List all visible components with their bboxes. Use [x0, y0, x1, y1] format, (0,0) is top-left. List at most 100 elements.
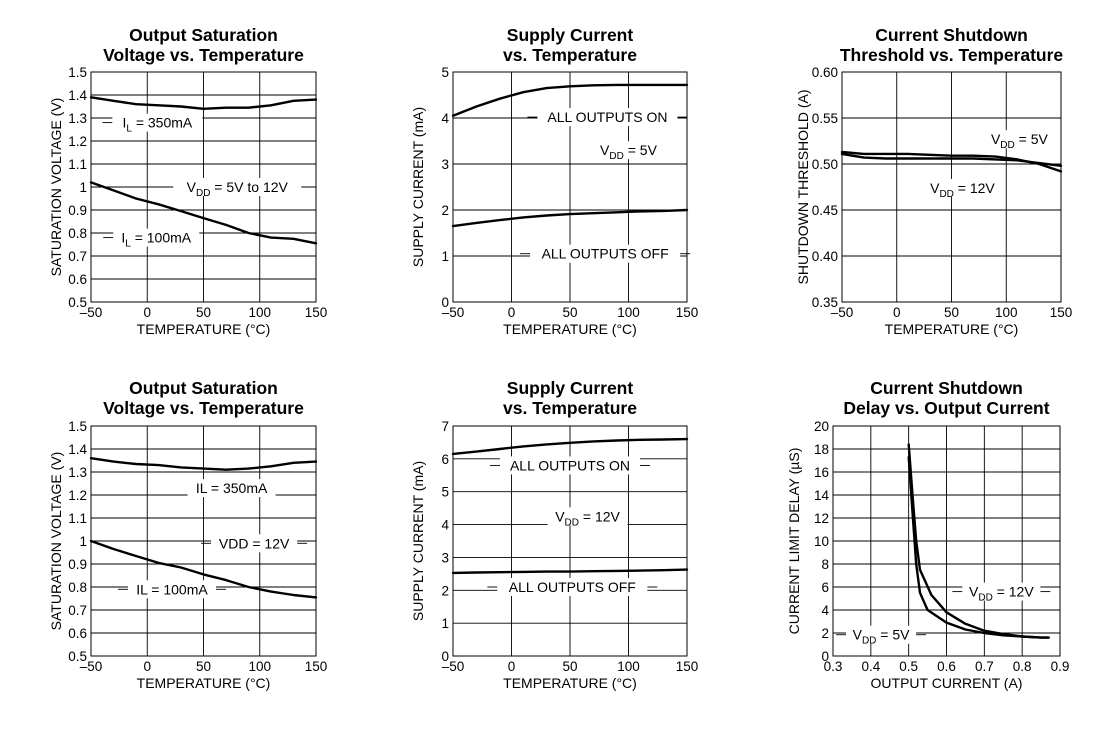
x-axis-label: OUTPUT CURRENT (A) [871, 675, 1023, 691]
annotation-bg [173, 178, 302, 196]
y-tick-label: 16 [814, 465, 829, 480]
x-tick-label: –50 [442, 659, 465, 674]
annotation-bg [983, 130, 1056, 149]
series-line-1 [89, 96, 318, 110]
y-tick-label: 0.7 [68, 249, 87, 264]
y-tick-label: 0.7 [68, 603, 87, 618]
x-tick-label: 100 [617, 659, 640, 674]
chart-title-line: Supply Current [507, 25, 634, 45]
y-tick-label: 20 [814, 419, 829, 434]
y-tick-label: 4 [821, 603, 829, 618]
y-axis-label: SHUTDOWN THRESHOLD (A) [795, 90, 811, 285]
x-tick-label: 0.3 [824, 659, 843, 674]
x-tick-label: 50 [196, 659, 211, 674]
x-tick-label: 100 [617, 305, 640, 320]
y-tick-label: 1 [79, 180, 87, 195]
annotation-bg [113, 228, 200, 247]
annotation-label: VDD = 5V [600, 142, 658, 162]
annotation-label: VDD = 12V [969, 584, 1034, 604]
y-tick-label: 3 [441, 550, 449, 565]
annotation-bg [593, 141, 664, 160]
chart-title-line: vs. Temperature [503, 398, 637, 418]
annotation-label: ALL OUTPUTS ON [547, 109, 667, 125]
y-axis-label: CURRENT LIMIT DELAY (µS) [786, 448, 802, 635]
x-tick-label: 0.4 [861, 659, 880, 674]
x-tick-label: 0 [508, 305, 516, 320]
series-line-1 [451, 83, 689, 117]
x-tick-label: 100 [995, 305, 1018, 320]
x-tick-label: 0 [893, 305, 901, 320]
annotation-bg [537, 108, 678, 127]
y-tick-label: 0.9 [68, 203, 87, 218]
x-axis-label: TEMPERATURE (°C) [137, 675, 271, 691]
annotation-label: VDD = 5V [853, 627, 911, 647]
y-tick-label: 0.9 [68, 557, 87, 572]
x-tick-label: 150 [305, 305, 328, 320]
y-tick-label: 1.3 [68, 111, 87, 126]
annotation-label: IL = 350mA [196, 480, 268, 496]
y-tick-label: 7 [441, 419, 449, 434]
annotation-label: VDD = 12V [555, 508, 620, 528]
series-line-2 [451, 208, 689, 228]
annotations: VDD = 5V VDD = 12V [923, 130, 1056, 200]
x-tick-label: 50 [944, 305, 959, 320]
y-tick-label: 0.55 [812, 111, 838, 126]
y-tick-label: 0.8 [68, 226, 87, 241]
annotation-label: VDD = 12V [930, 180, 995, 200]
y-tick-label: 1.1 [68, 511, 87, 526]
series-line-2 [451, 568, 689, 575]
chart-title-line: Delay vs. Output Current [843, 398, 1049, 418]
series-line-2 [89, 181, 318, 245]
annotation-label: ALL OUTPUTS OFF [509, 579, 636, 595]
x-tick-label: 0 [143, 659, 151, 674]
y-tick-label: 1 [441, 616, 449, 631]
y-tick-label: 0.6 [68, 626, 87, 641]
x-tick-label: 150 [676, 659, 699, 674]
annotation-label: ALL OUTPUTS ON [510, 457, 630, 473]
x-tick-label: 50 [196, 305, 211, 320]
y-tick-label: 0 [441, 649, 449, 664]
annotation-bg [128, 580, 216, 599]
y-tick-label: 1.4 [68, 88, 87, 103]
y-tick-label: 0 [441, 295, 449, 310]
plot-frame [832, 425, 1061, 657]
annotation-bg [923, 178, 1002, 197]
annotation-label: IL = 350mA [122, 115, 192, 135]
chart-title-line: Threshold vs. Temperature [840, 45, 1064, 65]
annotation-bg [530, 244, 681, 263]
y-axis-label: SATURATION VOLTAGE (V) [48, 98, 64, 277]
y-tick-label: 5 [441, 485, 449, 500]
y-tick-label: 0.6 [68, 272, 87, 287]
annotation-label: VDD = 5V to 12V [187, 179, 289, 199]
chart-title-line: Supply Current [507, 378, 634, 398]
x-tick-label: –50 [442, 305, 465, 320]
y-tick-label: 1.1 [68, 157, 87, 172]
plot-frame [841, 71, 1062, 303]
y-tick-label: 2 [821, 626, 829, 641]
annotation-label: ALL OUTPUTS OFF [542, 246, 669, 262]
y-tick-label: 12 [814, 511, 829, 526]
annotation-label: IL = 100mA [121, 230, 191, 250]
y-tick-label: 0.35 [812, 295, 838, 310]
y-tick-label: 1 [79, 534, 87, 549]
y-tick-label: 3 [441, 157, 449, 172]
plot-frame [452, 71, 688, 303]
y-tick-label: 0.50 [812, 157, 838, 172]
chart-title-line: vs. Temperature [503, 45, 637, 65]
y-tick-label: 1.2 [68, 488, 87, 503]
y-tick-label: 8 [821, 557, 829, 572]
y-tick-label: 1.2 [68, 134, 87, 149]
x-tick-label: 0 [508, 659, 516, 674]
chart-title-line: Output Saturation [129, 378, 278, 398]
annotation-bg [547, 507, 628, 526]
x-axis-label: TEMPERATURE (°C) [503, 675, 637, 691]
y-tick-label: 0.45 [812, 203, 838, 218]
y-tick-label: 1.5 [68, 65, 87, 80]
series-line-1 [451, 437, 689, 456]
y-tick-label: 1.5 [68, 419, 87, 434]
x-tick-label: 0.8 [1013, 659, 1032, 674]
x-tick-label: 100 [248, 659, 271, 674]
series-line-2 [89, 539, 318, 599]
